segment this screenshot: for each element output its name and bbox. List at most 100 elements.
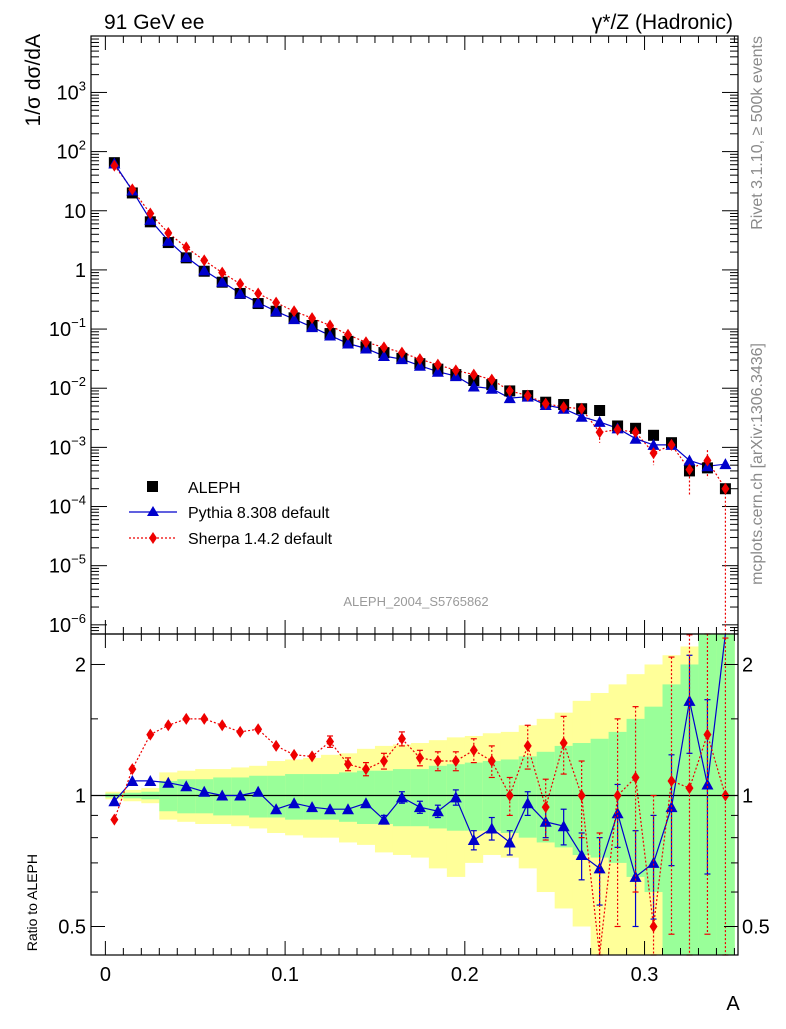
sherpa-point: [505, 384, 514, 397]
sherpa-point: [577, 402, 586, 415]
ratio-point-sherpa: [469, 744, 478, 757]
ratio-point-pythia: [198, 785, 211, 797]
ratio-point-pythia: [108, 795, 121, 807]
sherpa-point: [703, 454, 712, 467]
ratio-point-sherpa: [631, 771, 640, 784]
ratio-ytick-label-right: 0.5: [742, 916, 770, 938]
ratio-point-pythia: [521, 797, 534, 809]
ratio-point-sherpa: [667, 774, 676, 787]
ratio-point-pythia: [306, 801, 319, 813]
pythia-point: [180, 251, 193, 263]
ratio-point-pythia: [413, 801, 426, 813]
sherpa-point: [487, 373, 496, 386]
ratio-point-sherpa: [128, 763, 137, 776]
pythia-point: [270, 305, 283, 317]
uncertainty-band-inner: [303, 774, 322, 820]
pythia-point: [413, 359, 426, 371]
ratio-point-pythia: [503, 836, 516, 848]
uncertainty-band-inner: [374, 770, 394, 824]
sherpa-point: [146, 207, 155, 220]
pythia-point: [162, 234, 175, 246]
ratio-point-sherpa: [451, 755, 460, 768]
ratio-point-sherpa: [505, 789, 514, 802]
ratio-point-pythia: [180, 780, 193, 792]
pythia-line: [113, 163, 726, 467]
sherpa-point: [433, 358, 442, 371]
ratio-point-sherpa: [218, 719, 227, 732]
main-ytick-label: 10−4: [49, 493, 86, 519]
sherpa-point: [379, 341, 388, 354]
pythia-point: [342, 337, 355, 349]
ratio-point-pythia: [162, 776, 175, 788]
uncertainty-band-inner: [626, 718, 645, 877]
pythia-point: [575, 410, 588, 422]
ratio-point-sherpa: [559, 737, 568, 750]
ratio-point-sherpa: [344, 758, 353, 771]
ratio-point-sherpa: [415, 751, 424, 764]
uncertainty-band-inner: [464, 762, 484, 831]
ratio-point-pythia: [216, 789, 229, 801]
ratio-point-pythia: [342, 803, 355, 815]
pythia-point: [234, 287, 247, 299]
main-ytick-label: 103: [57, 78, 86, 104]
pythia-point: [395, 353, 408, 365]
ratio-point-pythia: [485, 822, 498, 834]
sherpa-point: [361, 336, 370, 349]
sherpa-point: [559, 401, 568, 414]
legend-marker-sherpa: [149, 532, 157, 544]
ratio-point-pythia: [252, 785, 265, 797]
ratio-ytick-label: 2: [75, 654, 86, 676]
main-ytick-label: 10: [64, 201, 86, 223]
uncertainty-band-inner: [590, 738, 609, 858]
sherpa-point: [613, 423, 622, 436]
header-left: 91 GeV ee: [104, 11, 204, 34]
ratio-point-sherpa: [182, 712, 191, 725]
ratio-point-pythia: [234, 789, 247, 801]
pythia-point: [593, 415, 606, 427]
sherpa-point: [272, 296, 281, 309]
main-ytick-label: 10−6: [49, 611, 86, 637]
x-tick-label: 0.1: [271, 964, 299, 986]
ratio-point-sherpa: [361, 763, 370, 776]
ratio-ytick-label: 0.5: [58, 916, 86, 938]
ratio-point-sherpa: [164, 719, 173, 732]
x-tick-label: 0.3: [631, 964, 659, 986]
ratio-point-sherpa: [110, 813, 119, 826]
sherpa-point: [164, 227, 173, 240]
ratio-point-pythia: [575, 848, 588, 860]
legend-label-pythia: Pythia 8.308 default: [188, 505, 330, 522]
legend: ALEPH Pythia 8.308 default Sherpa 1.4.2 …: [129, 480, 333, 548]
sherpa-point: [344, 328, 353, 341]
sherpa-point: [523, 389, 532, 402]
ratio-point-sherpa: [703, 728, 712, 741]
x-axis-label: A: [726, 993, 740, 1015]
ratio-point-sherpa: [272, 739, 281, 752]
ratio-ytick-label-right: 2: [742, 654, 753, 676]
sherpa-point: [469, 368, 478, 381]
sherpa-point: [649, 447, 658, 460]
ratio-point-pythia: [593, 862, 606, 874]
ratio-point-sherpa: [433, 755, 442, 768]
sherpa-point: [218, 266, 227, 279]
ratio-plot: 0.5 0.5 1 1 2 2 0 0.1 0.2 0.3: [58, 633, 770, 986]
ratio-point-sherpa: [523, 739, 532, 752]
uncertainty-band-inner: [159, 780, 178, 812]
ratio-point-pythia: [270, 803, 283, 815]
ratio-point-sherpa: [613, 789, 622, 802]
ratio-ytick-label: 1: [75, 785, 86, 807]
pythia-point: [252, 296, 265, 308]
uncertainty-band-inner: [644, 706, 663, 893]
legend-marker-aleph: [147, 481, 158, 492]
pythia-point: [467, 380, 480, 392]
sherpa-point: [595, 426, 604, 439]
uncertainty-band-inner: [680, 664, 699, 955]
sherpa-point: [110, 159, 119, 172]
analysis-watermark: ALEPH_2004_S5765862: [343, 594, 488, 609]
sherpa-point: [721, 482, 730, 495]
legend-label-aleph: ALEPH: [188, 480, 240, 497]
sherpa-point: [128, 183, 137, 196]
ratio-point-pythia: [324, 803, 337, 815]
ratio-point-sherpa: [290, 748, 299, 761]
ratio-point-sherpa: [254, 723, 263, 736]
pythia-point: [324, 329, 337, 341]
